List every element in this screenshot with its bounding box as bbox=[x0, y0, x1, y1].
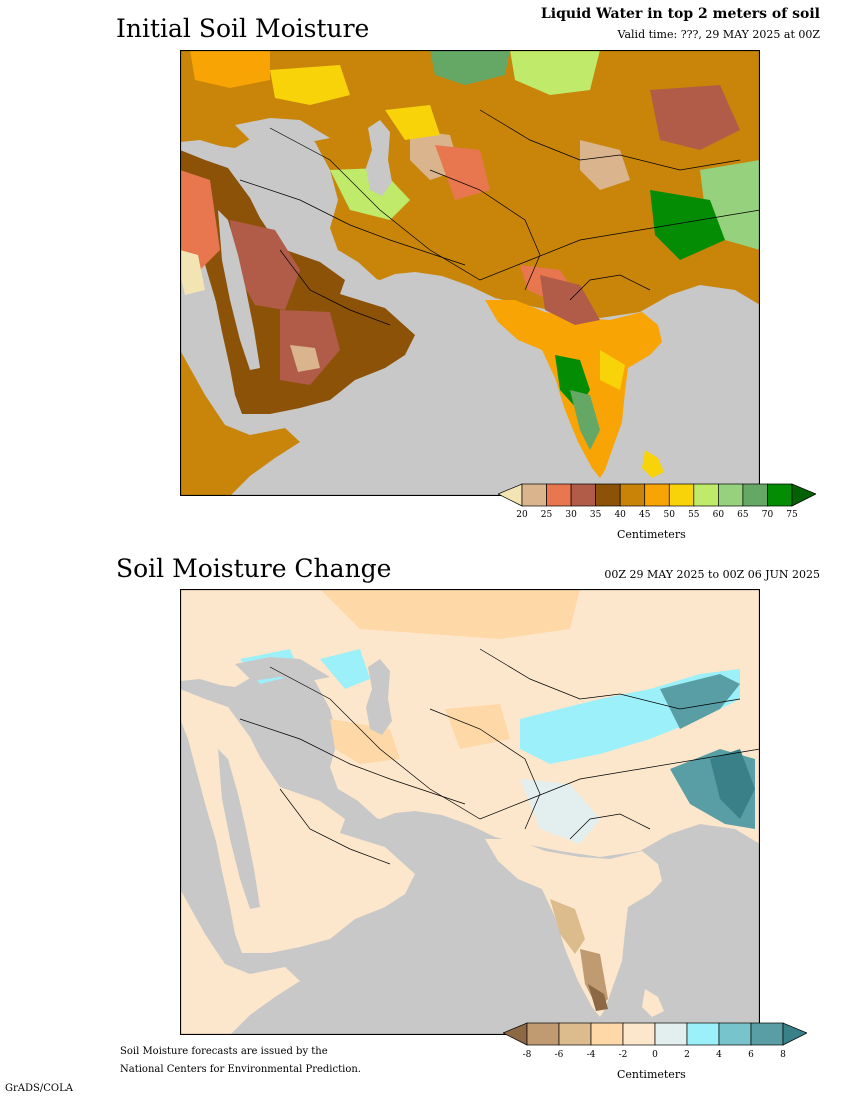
bottom-colorbar-tick-label: 4 bbox=[716, 1050, 722, 1060]
top-colorbar-tick-label: 60 bbox=[712, 510, 725, 520]
top-colorbar-tick-label: 40 bbox=[614, 510, 626, 520]
bottom-colorbar-units: Centimeters bbox=[617, 1068, 686, 1081]
bottom-colorbar-tick-label: -2 bbox=[618, 1050, 628, 1060]
bottom-panel-title: Soil Moisture Change bbox=[116, 554, 392, 583]
top-colorbar-tick-label: 55 bbox=[688, 510, 700, 520]
top-colorbar-ticks: 20 25 30 35 40 45 50 55 60 65 70 75 bbox=[497, 510, 817, 524]
bottom-colorbar-tick-label: -6 bbox=[554, 1050, 564, 1060]
top-panel-title: Initial Soil Moisture bbox=[116, 14, 370, 43]
top-colorbar-swatch bbox=[521, 483, 547, 507]
top-colorbar-tick-label: 50 bbox=[663, 510, 675, 520]
soil-moisture-map bbox=[180, 50, 760, 496]
bottom-colorbar-tick-label: -8 bbox=[522, 1050, 532, 1060]
persian-gulf bbox=[335, 250, 395, 302]
bottom-colorbar-swatch-low bbox=[503, 1022, 528, 1046]
persian-gulf bbox=[335, 789, 395, 841]
footer-note-line1: Soil Moisture forecasts are issued by th… bbox=[120, 1046, 328, 1057]
bottom-colorbar bbox=[503, 1022, 807, 1046]
top-colorbar-swatch bbox=[644, 483, 670, 507]
top-colorbar-swatch bbox=[619, 483, 646, 507]
land-africa bbox=[180, 350, 300, 496]
bottom-colorbar-swatch bbox=[558, 1022, 592, 1046]
red-sea bbox=[218, 210, 260, 370]
top-colorbar-swatch bbox=[693, 483, 719, 507]
bottom-colorbar-swatch bbox=[622, 1022, 656, 1046]
bottom-colorbar-tick-label: 8 bbox=[780, 1050, 786, 1060]
land-arabia bbox=[180, 689, 415, 953]
top-colorbar-swatch bbox=[742, 483, 768, 507]
bottom-colorbar-tick-label: -4 bbox=[586, 1050, 596, 1060]
top-colorbar-tick-label: 45 bbox=[638, 510, 651, 520]
top-colorbar-swatch-low bbox=[498, 483, 523, 507]
red-sea bbox=[218, 749, 260, 909]
bottom-colorbar-swatch bbox=[750, 1022, 784, 1046]
top-colorbar-tick-label: 75 bbox=[786, 510, 798, 520]
bottom-panel-period: 00Z 29 MAY 2025 to 00Z 06 JUN 2025 bbox=[604, 568, 820, 581]
top-panel-subtitle: Liquid Water in top 2 meters of soil bbox=[540, 6, 820, 22]
black-sea bbox=[235, 118, 330, 142]
top-colorbar-swatch bbox=[718, 483, 744, 507]
soil-moisture-change-map bbox=[180, 589, 760, 1035]
top-colorbar-swatch bbox=[595, 483, 621, 507]
top-colorbar-tick-label: 70 bbox=[761, 510, 774, 520]
land-sri-lanka bbox=[642, 989, 664, 1017]
bottom-colorbar-swatch bbox=[686, 1022, 720, 1046]
top-colorbar-swatch bbox=[546, 483, 572, 507]
bottom-colorbar-swatch bbox=[718, 1022, 752, 1046]
top-panel-valid-time: Valid time: ???, 29 MAY 2025 at 00Z bbox=[617, 28, 820, 41]
credit-label: GrADS/COLA bbox=[5, 1083, 73, 1094]
top-colorbar-tick-label: 35 bbox=[589, 510, 602, 520]
top-colorbar-tick-label: 20 bbox=[516, 510, 528, 520]
caspian-sea bbox=[366, 120, 392, 196]
top-colorbar-swatch bbox=[767, 483, 793, 507]
bottom-colorbar-swatch bbox=[590, 1022, 624, 1046]
bottom-colorbar-swatch bbox=[654, 1022, 688, 1046]
top-colorbar-swatch bbox=[668, 483, 695, 507]
bottom-colorbar-swatch bbox=[526, 1022, 560, 1046]
top-colorbar-swatch-high bbox=[791, 483, 816, 507]
bottom-colorbar-tick-label: 6 bbox=[748, 1050, 754, 1060]
land-sri-lanka bbox=[642, 450, 664, 478]
top-colorbar-units: Centimeters bbox=[617, 528, 686, 541]
top-colorbar bbox=[498, 483, 816, 507]
top-colorbar-tick-label: 65 bbox=[737, 510, 749, 520]
top-colorbar-tick-label: 25 bbox=[540, 510, 553, 520]
caspian-sea bbox=[366, 659, 392, 735]
footer-note-line2: National Centers for Environmental Predi… bbox=[120, 1064, 361, 1075]
land-arabia bbox=[180, 150, 415, 414]
bottom-colorbar-tick-label: 0 bbox=[652, 1050, 658, 1060]
bottom-colorbar-ticks: -8 -6 -4 -2 0 2 4 6 8 bbox=[503, 1050, 807, 1064]
bottom-colorbar-tick-label: 2 bbox=[684, 1050, 690, 1060]
top-colorbar-swatch bbox=[570, 483, 596, 507]
top-colorbar-tick-label: 30 bbox=[565, 510, 577, 520]
bottom-colorbar-swatch-high bbox=[782, 1022, 807, 1046]
black-sea bbox=[235, 657, 330, 681]
land-africa bbox=[180, 889, 300, 1035]
